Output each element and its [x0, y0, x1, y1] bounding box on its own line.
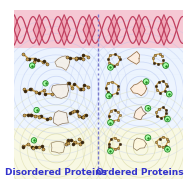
Bar [14, 73, 183, 74]
Bar [14, 60, 183, 61]
Bar [14, 95, 183, 96]
Circle shape [143, 79, 149, 84]
Bar [14, 58, 183, 60]
Bar [14, 61, 183, 62]
Polygon shape [58, 15, 70, 45]
Circle shape [167, 91, 172, 97]
Bar [14, 72, 183, 74]
Polygon shape [51, 84, 69, 98]
Bar [14, 96, 183, 97]
Polygon shape [53, 111, 68, 125]
Bar [14, 48, 183, 49]
Bar [14, 77, 183, 78]
Polygon shape [133, 15, 145, 45]
Polygon shape [83, 15, 95, 45]
Bar [14, 78, 183, 79]
Bar [14, 101, 183, 102]
Circle shape [145, 135, 151, 141]
Bar [14, 63, 183, 64]
Bar [14, 87, 183, 88]
Bar [14, 79, 183, 80]
Circle shape [165, 146, 170, 152]
Bar [14, 48, 183, 128]
Polygon shape [158, 15, 170, 45]
Bar [14, 97, 183, 98]
Bar [14, 93, 183, 94]
Circle shape [31, 138, 37, 143]
Bar [14, 51, 183, 52]
Bar [14, 86, 183, 87]
Bar [14, 50, 183, 51]
Polygon shape [127, 51, 139, 64]
Bar [14, 81, 183, 82]
Bar [14, 70, 183, 71]
Bar [14, 91, 183, 92]
Polygon shape [51, 141, 64, 153]
Bar [14, 57, 183, 59]
Bar [14, 85, 183, 86]
Polygon shape [33, 15, 45, 45]
Polygon shape [134, 107, 146, 120]
Bar [14, 102, 183, 103]
Bar [14, 109, 183, 110]
Bar [14, 88, 183, 90]
Text: Ordered Proteins: Ordered Proteins [96, 168, 184, 177]
Polygon shape [131, 81, 147, 96]
Bar [14, 94, 183, 95]
Circle shape [106, 93, 112, 99]
Bar [14, 67, 183, 68]
Circle shape [34, 107, 39, 113]
Bar [14, 89, 183, 91]
Bar [14, 69, 183, 70]
Polygon shape [8, 15, 20, 45]
Circle shape [108, 120, 113, 125]
Bar [14, 76, 183, 77]
Bar [14, 49, 183, 50]
Bar [14, 62, 183, 63]
Bar [14, 105, 183, 107]
Bar [14, 83, 183, 84]
Bar [14, 128, 183, 179]
Bar [14, 65, 183, 66]
Bar [14, 64, 183, 65]
Circle shape [29, 63, 35, 68]
Circle shape [163, 63, 169, 68]
Bar [14, 52, 183, 53]
Bar [14, 103, 183, 105]
Polygon shape [108, 15, 120, 45]
Bar [14, 104, 183, 105]
Bar [14, 71, 183, 72]
Circle shape [108, 64, 113, 70]
Bar [14, 84, 183, 85]
Bar [14, 99, 183, 100]
Bar [14, 74, 183, 76]
Bar [14, 110, 183, 111]
Circle shape [108, 148, 113, 154]
Polygon shape [133, 138, 146, 150]
Bar [14, 68, 183, 69]
Bar [14, 54, 183, 55]
Bar [14, 108, 183, 109]
Circle shape [43, 81, 48, 86]
Bar [14, 98, 183, 99]
Bar [14, 55, 183, 56]
Bar [14, 111, 183, 112]
Bar [14, 53, 183, 54]
Bar [14, 56, 183, 57]
Text: Disordered Proteins: Disordered Proteins [5, 168, 107, 177]
Circle shape [165, 116, 170, 122]
Circle shape [145, 105, 151, 111]
Polygon shape [55, 56, 70, 70]
Bar [14, 82, 183, 83]
Bar [14, 80, 183, 81]
Bar [14, 10, 183, 48]
Bar [14, 100, 183, 101]
Bar [14, 66, 183, 67]
Bar [14, 107, 183, 108]
Bar [14, 91, 183, 93]
